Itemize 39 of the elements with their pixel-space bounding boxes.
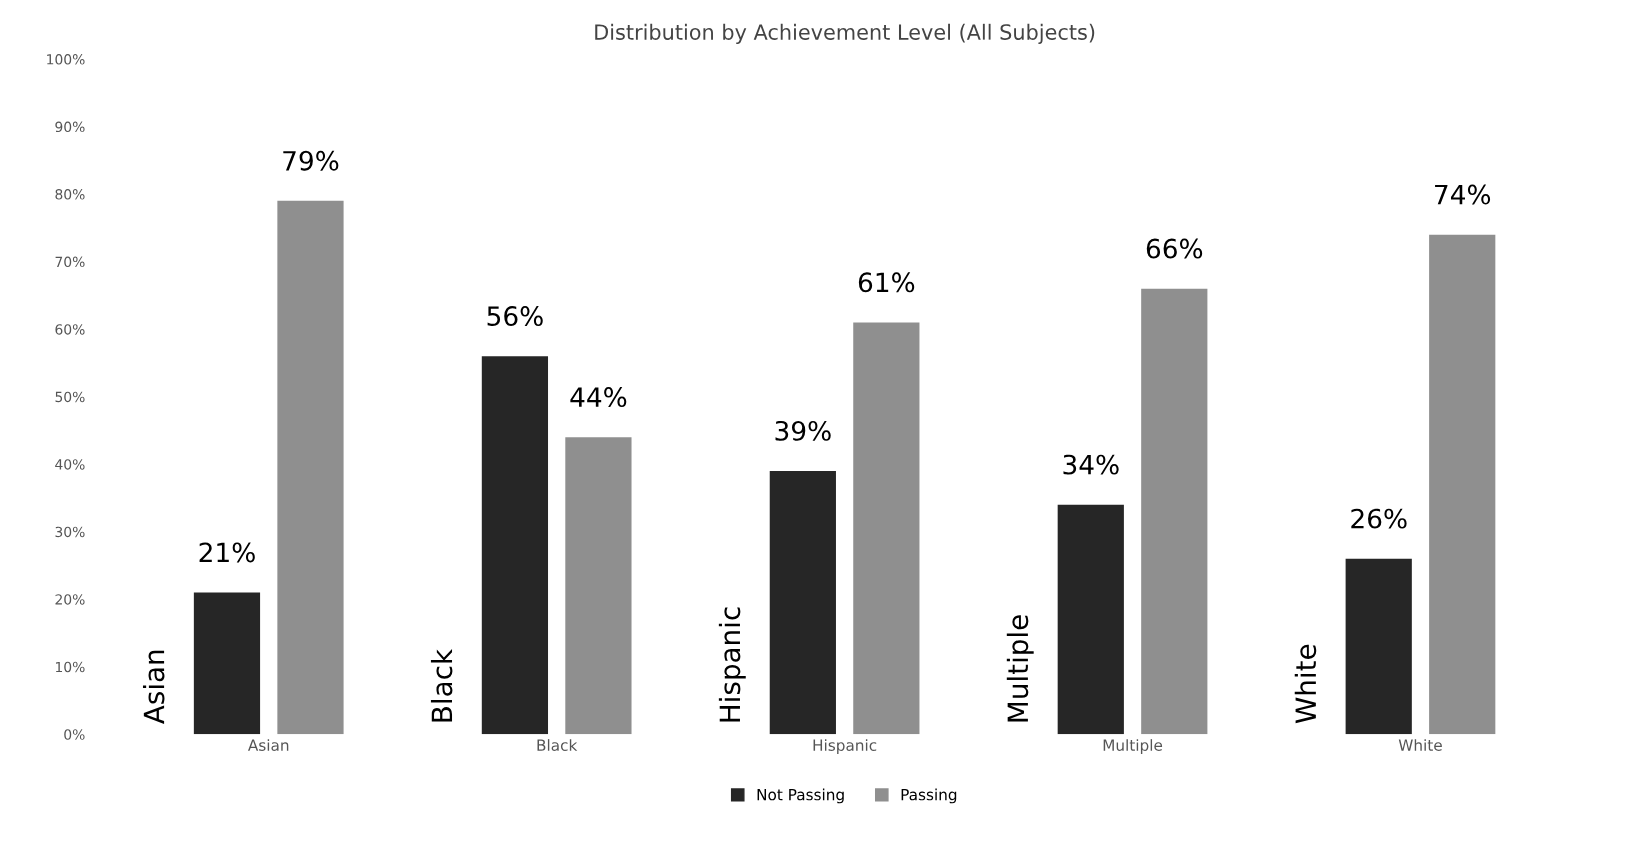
y-tick-label: 100% (47, 54, 85, 65)
y-tick-label: 40% (55, 459, 85, 470)
bar (769, 470, 836, 735)
bar (1345, 558, 1412, 735)
y-tick-label: 80% (55, 189, 85, 200)
bar (1057, 504, 1124, 735)
data-label: 56% (487, 306, 543, 327)
data-label: 21% (199, 542, 255, 563)
x-tick-label: White (1398, 739, 1442, 751)
data-label: 66% (1146, 238, 1203, 259)
bar (481, 356, 549, 735)
bar (1141, 288, 1208, 735)
x-tick-label: Black (537, 739, 578, 751)
data-label: 34% (1063, 454, 1119, 475)
y-tick-label: 0% (64, 729, 85, 740)
data-label: 61% (858, 272, 915, 293)
legend-label: Not Passing (757, 788, 844, 804)
data-label: 39% (775, 420, 831, 441)
data-label: 44% (570, 387, 627, 408)
data-label: 79% (283, 150, 339, 171)
bar (193, 592, 261, 735)
y-tick-label: 20% (55, 594, 85, 605)
x-tick-label: Hispanic (813, 739, 877, 754)
y-tick-label: 50% (55, 391, 85, 403)
y-tick-label: 60% (55, 324, 85, 335)
bar (1429, 234, 1496, 735)
y-tick-label: 90% (55, 121, 85, 133)
chart-title: Distribution by Achievement Level (All Subjects) (595, 23, 1095, 44)
legend-label: Passing (901, 788, 957, 804)
data-label: 26% (1351, 508, 1407, 529)
y-tick-label: 70% (55, 256, 85, 268)
y-tick-label: 10% (55, 661, 85, 673)
x-tick-label: Multiple (1103, 739, 1163, 754)
x-tick-label: Asian (247, 739, 289, 751)
bar (277, 200, 344, 735)
y-tick-label: 30% (55, 526, 85, 538)
data-label: 74% (1435, 184, 1491, 205)
bar (565, 437, 632, 735)
bar (853, 322, 920, 735)
